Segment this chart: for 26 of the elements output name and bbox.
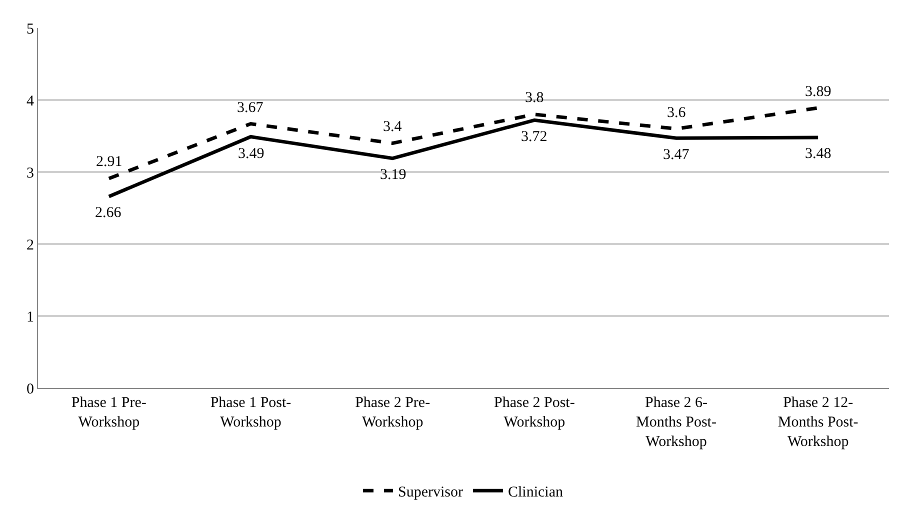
data-label: 3.47 xyxy=(663,147,690,163)
y-tick-label: 3 xyxy=(26,165,34,182)
x-tick-label: Phase 2 6- Months Post- Workshop xyxy=(636,395,716,450)
y-tick-label: 1 xyxy=(26,309,34,326)
data-label: 2.91 xyxy=(96,154,122,170)
y-tick-label: 4 xyxy=(26,93,34,110)
x-tick-label: Phase 1 Pre- Workshop xyxy=(71,395,146,430)
data-label: 3.8 xyxy=(525,90,544,106)
data-label: 3.67 xyxy=(237,100,264,116)
x-tick-label: Phase 1 Post- Workshop xyxy=(210,395,292,430)
data-label: 3.89 xyxy=(805,84,832,100)
data-label: 3.72 xyxy=(521,129,548,145)
data-label: 3.49 xyxy=(238,146,264,162)
legend-label: Supervisor xyxy=(398,484,463,500)
data-label: 2.66 xyxy=(95,205,122,221)
x-tick-label: Phase 2 12- Months Post- Workshop xyxy=(778,395,858,450)
data-label: 3.4 xyxy=(383,119,402,135)
data-label: 3.48 xyxy=(805,146,832,162)
y-tick-label: 5 xyxy=(26,21,34,38)
x-tick-label: Phase 2 Post- Workshop xyxy=(494,395,575,430)
data-label: 3.19 xyxy=(380,167,406,183)
legend-label: Clinician xyxy=(508,484,564,500)
x-tick-label: Phase 2 Pre- Workshop xyxy=(355,395,430,430)
data-label: 3.6 xyxy=(667,105,686,121)
y-tick-label: 2 xyxy=(26,237,34,254)
y-tick-label: 0 xyxy=(26,381,34,398)
